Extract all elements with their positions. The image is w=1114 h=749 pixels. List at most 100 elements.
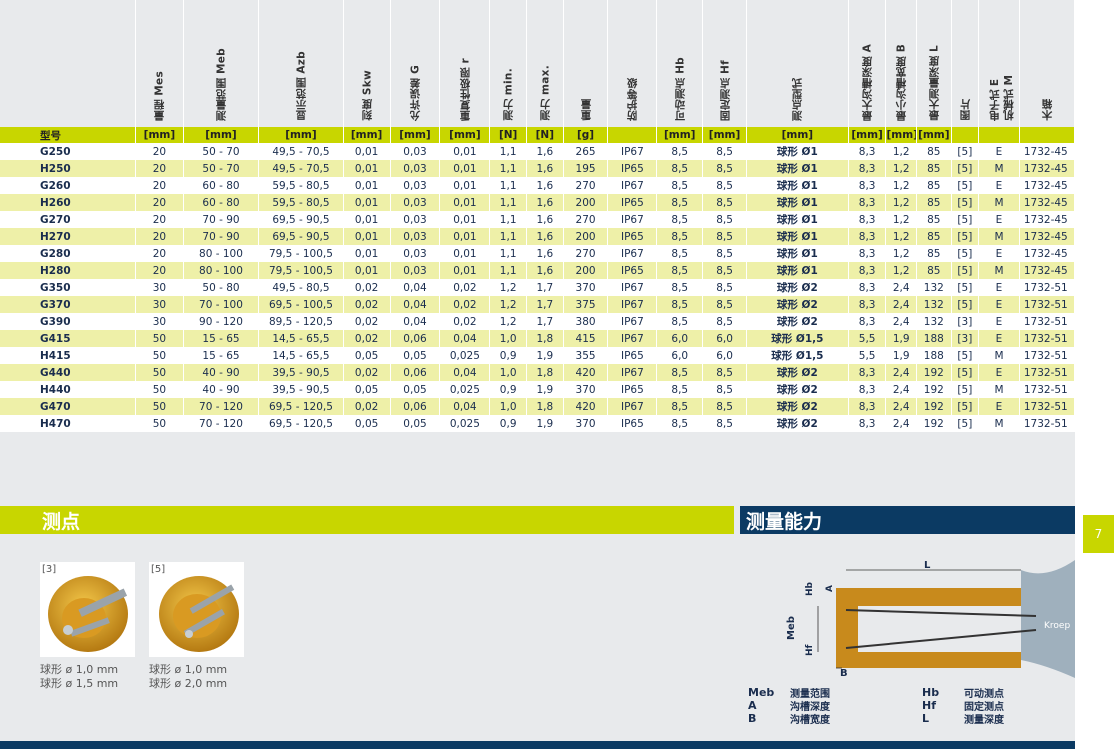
model-cell: G440 — [0, 364, 136, 381]
table-cell: 0,01 — [343, 262, 391, 279]
table-cell: 200 — [563, 228, 609, 245]
table-cell: 8,5 — [656, 415, 704, 432]
unit-label: [mm] — [343, 127, 391, 143]
unit-label — [1019, 127, 1076, 143]
table-cell: 8,5 — [702, 364, 747, 381]
table-cell: 8,5 — [702, 415, 747, 432]
table-cell: 0,02 — [439, 279, 491, 296]
table-cell: 球形 Ø2 — [746, 279, 849, 296]
table-cell: 20 — [135, 143, 184, 160]
table-cell: 8,5 — [702, 245, 747, 262]
table-cell: 8,5 — [702, 228, 747, 245]
table-cell: 8,3 — [848, 245, 887, 262]
table-cell: 40 - 90 — [183, 364, 260, 381]
table-cell: [5] — [951, 228, 980, 245]
table-cell: 球形 Ø2 — [746, 398, 849, 415]
table-cell: 1,8 — [526, 398, 564, 415]
diagram-label-B: B — [840, 668, 848, 679]
table-cell: 192 — [916, 364, 952, 381]
table-cell: 0,025 — [439, 347, 491, 364]
table-cell: 90 - 120 — [183, 313, 260, 330]
unit-label: [N] — [489, 127, 527, 143]
table-cell: [5] — [951, 398, 980, 415]
table-cell: 0,01 — [439, 143, 491, 160]
column-header-label: 重量 — [580, 99, 593, 121]
table-cell: 8,5 — [656, 279, 704, 296]
table-cell: E — [978, 364, 1020, 381]
legend-key: Hb — [922, 686, 940, 699]
table-cell: 20 — [135, 211, 184, 228]
table-cell: 49,5 - 80,5 — [258, 279, 344, 296]
table-cell: M — [978, 262, 1020, 279]
table-cell: 1732-51 — [1019, 279, 1076, 296]
unit-label: [mm] — [848, 127, 887, 143]
legend-value: 沟槽宽度 — [790, 715, 830, 726]
table-cell: 球形 Ø2 — [746, 381, 849, 398]
table-cell: 1,9 — [885, 347, 917, 364]
table-cell: E — [978, 177, 1020, 194]
table-cell: 1,2 — [885, 211, 917, 228]
table-cell: 球形 Ø1 — [746, 262, 849, 279]
column-header-label: 固定测点 Hf — [719, 59, 732, 121]
table-cell: 8,5 — [702, 143, 747, 160]
table-cell: 1,2 — [885, 194, 917, 211]
table-cell: 1732-45 — [1019, 194, 1076, 211]
legend-value: 可动测点 — [964, 689, 1004, 700]
footer-bar — [0, 741, 1075, 749]
column-header-label: 电子式 E — [989, 78, 1002, 121]
table-cell: 0,06 — [390, 330, 441, 347]
table-row: H280 20 80 - 100 79,5 - 100,5 0,01 0,03 0,01 1,… — [0, 262, 1076, 279]
unit-label — [951, 127, 980, 143]
tip-number: [3] — [42, 564, 57, 575]
table-cell: [5] — [951, 211, 980, 228]
table-cell: 0,05 — [343, 415, 391, 432]
table-cell: 8,5 — [702, 381, 747, 398]
table-cell: IP65 — [607, 194, 658, 211]
table-cell: 球形 Ø1 — [746, 211, 849, 228]
table-cell: 375 — [563, 296, 609, 313]
diagram-legend: Meb 测量范围 Hb 可动测点 A 沟槽深度 Hf 固定测点 B 沟槽宽度 L 测量深度 — [748, 686, 1096, 726]
table-cell: 70 - 120 — [183, 415, 260, 432]
table-cell: 1,1 — [489, 143, 527, 160]
table-cell: 2,4 — [885, 279, 917, 296]
table-cell: E — [978, 279, 1020, 296]
table-cell: 85 — [916, 245, 952, 262]
diagram-label-Hf: Hf — [805, 644, 815, 656]
table-cell: 球形 Ø2 — [746, 296, 849, 313]
table-cell: 69,5 - 120,5 — [258, 398, 344, 415]
model-cell: H470 — [0, 415, 136, 432]
table-cell: 14,5 - 65,5 — [258, 330, 344, 347]
table-cell: 132 — [916, 313, 952, 330]
table-cell: 60 - 80 — [183, 177, 260, 194]
column-header: 显示范围 Azb — [258, 0, 344, 127]
table-cell: 8,5 — [702, 296, 747, 313]
tip-caption-1: 球形 ø 1,0 mm — [40, 663, 119, 676]
table-cell: 0,03 — [390, 262, 441, 279]
table-cell: 85 — [916, 194, 952, 211]
diagram-brand: Kroep — [1044, 621, 1070, 631]
table-cell: 1732-45 — [1019, 245, 1076, 262]
table-cell: 0,01 — [343, 211, 391, 228]
table-cell: 20 — [135, 194, 184, 211]
table-row: G250 20 50 - 70 49,5 - 70,5 0,01 0,03 0,01 1,1 1… — [0, 143, 1076, 160]
legend-value: 测量范围 — [790, 689, 830, 700]
table-cell: 1,6 — [526, 160, 564, 177]
table-cell: 8,5 — [702, 313, 747, 330]
model-cell: G415 — [0, 330, 136, 347]
table-cell: 380 — [563, 313, 609, 330]
table-cell: [5] — [951, 160, 980, 177]
table-cell: 0,03 — [390, 143, 441, 160]
table-cell: 1,7 — [526, 313, 564, 330]
table-row: G415 50 15 - 65 14,5 - 65,5 0,02 0,06 0,04 1,0 1… — [0, 330, 1076, 347]
table-cell: [5] — [951, 364, 980, 381]
table-cell: 1,1 — [489, 177, 527, 194]
model-column-label: 型号 — [0, 127, 136, 143]
table-cell: 8,3 — [848, 313, 887, 330]
table-cell: 0,04 — [439, 364, 491, 381]
table-cell: 0,01 — [439, 262, 491, 279]
table-cell: 370 — [563, 415, 609, 432]
table-cell: IP65 — [607, 347, 658, 364]
table-row: G370 30 70 - 100 69,5 - 100,5 0,02 0,04 0,02 1,… — [0, 296, 1076, 313]
table-cell: 15 - 65 — [183, 347, 260, 364]
tip-image-3: [3] — [40, 562, 135, 657]
